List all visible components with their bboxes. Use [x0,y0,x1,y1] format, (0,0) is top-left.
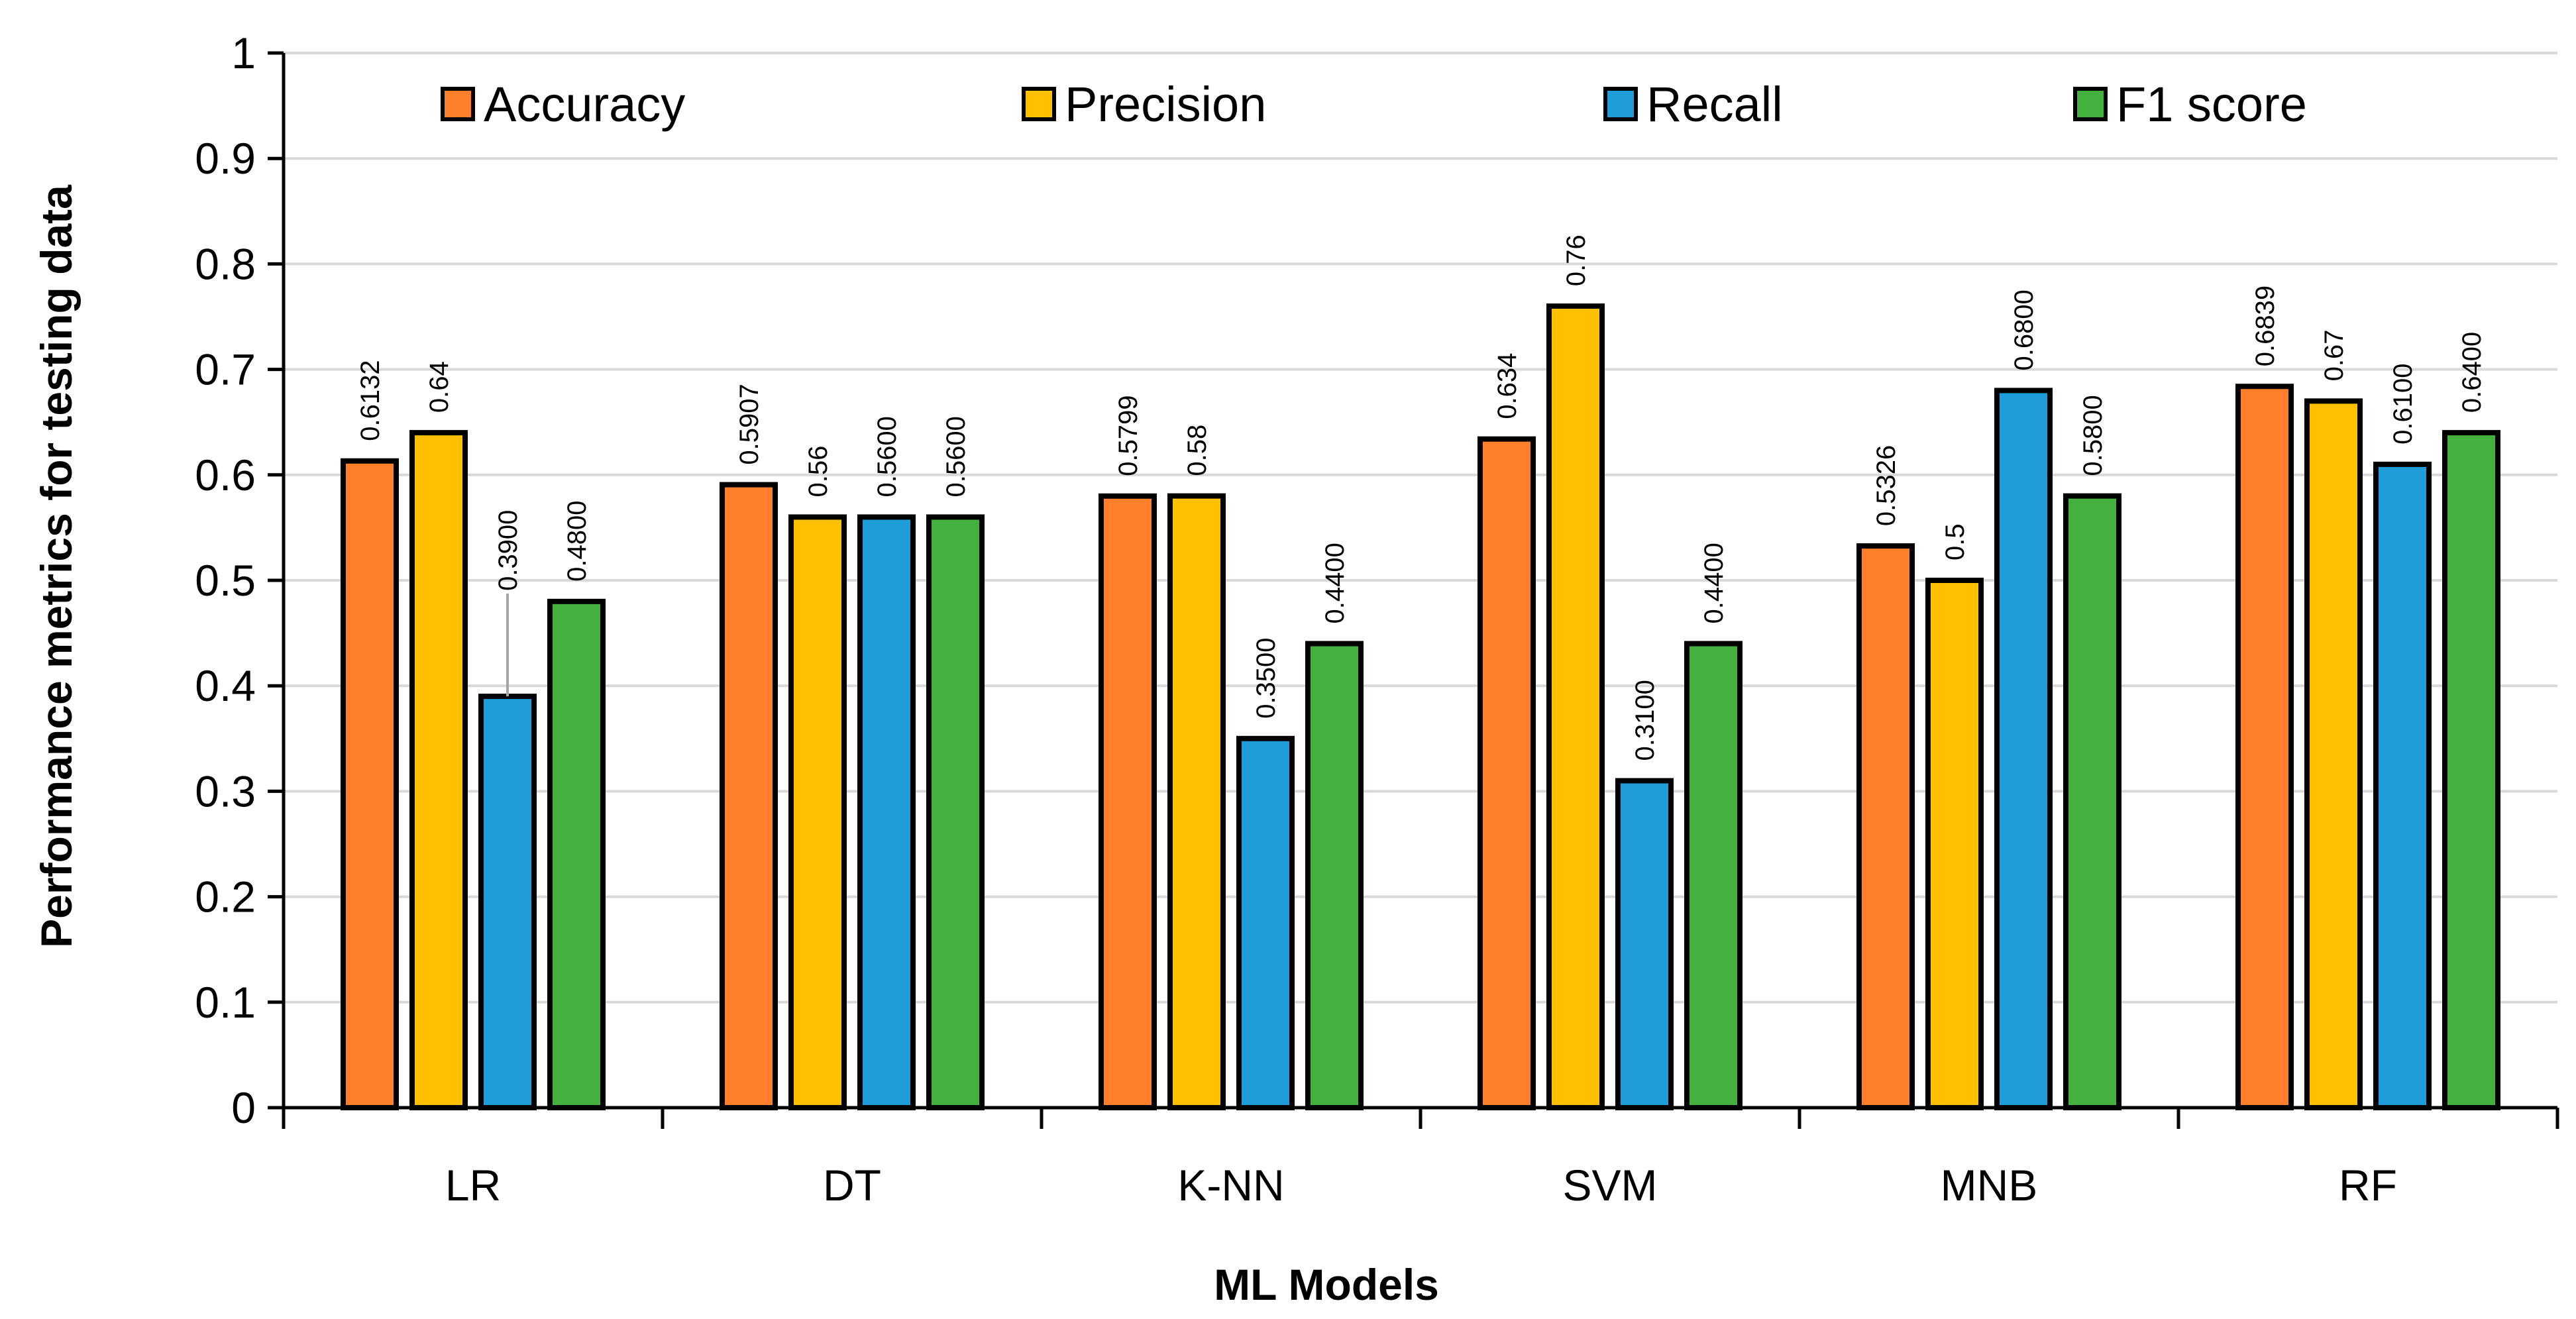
bar [2235,384,2294,1110]
x-tick-label: RF [2339,1161,2397,1210]
data-label: 0.5907 [735,384,764,464]
data-label: 0.6100 [2388,364,2418,445]
legend-label: Precision [1065,77,1266,132]
bar [1925,578,1984,1110]
bar [478,694,537,1110]
data-label: 0.6800 [2010,290,2039,370]
bar [1236,735,1295,1111]
bar [547,598,606,1110]
data-label: 0.58 [1183,425,1212,476]
y-tick-label: 0.8 [195,239,256,288]
bar [720,482,778,1110]
data-label: 0.634 [1493,353,1522,419]
bar [1477,436,1536,1110]
x-tick-label: MNB [1941,1161,2038,1210]
bar [1546,303,1605,1111]
y-tick-label: 0.6 [195,450,256,500]
y-tick-label: 0 [231,1083,256,1132]
bar [2373,461,2432,1110]
x-tick-label: SVM [1562,1161,1657,1210]
data-label: 0.3900 [494,510,523,591]
data-label: 0.4400 [1699,543,1729,623]
data-label: 0.3500 [1252,637,1281,718]
y-tick-label: 0.2 [195,872,256,922]
y-tick-label: 0.4 [195,661,256,710]
bar [341,458,399,1110]
legend-swatch [1022,87,1056,121]
legend-swatch [441,87,475,121]
bar [2442,430,2500,1110]
data-label: 0.5800 [2078,395,2108,476]
x-tick-label: DT [823,1161,881,1210]
data-label: 0.4400 [1320,543,1350,623]
legend-swatch [2073,87,2108,121]
gridlines [284,52,2557,1004]
data-label: 0.5799 [1114,395,1143,476]
data-label: 0.64 [425,361,454,413]
data-label: 0.5 [1941,523,1970,560]
y-axis-title: Performance metrics for testing data [32,184,81,948]
data-label: 0.76 [1562,235,1591,286]
y-tick-label: 1 [231,28,256,78]
bar [1305,641,1364,1110]
bar [1856,543,1915,1110]
legend-swatch [1603,87,1638,121]
bar [788,514,847,1110]
x-tick-label: LR [445,1161,501,1210]
legend-label: Accuracy [484,77,685,132]
bar [1167,493,1226,1110]
data-label: 0.67 [2320,330,2349,382]
bar [2063,493,2121,1110]
data-label: 0.3100 [1631,680,1660,761]
bar [1099,493,1157,1110]
data-label: 0.56 [804,446,833,498]
x-axis-title: ML Models [1214,1260,1439,1309]
bar [2304,398,2363,1110]
x-tick-label: K-NN [1177,1161,1284,1210]
bar [926,514,985,1110]
y-tick-label: 0.7 [195,345,256,394]
legend: Accuracy Precision Recall F1 score [441,77,2307,132]
legend-label: F1 score [2116,77,2307,132]
data-label: 0.5326 [1872,445,1901,526]
data-label: 0.6132 [356,360,385,441]
data-label: 0.6400 [2457,332,2487,413]
bar [1994,388,2053,1111]
axes: 0 0.1 0.2 0.3 0.4 0.5 0.6 0.7 0.8 0.9 1 LR DT K-NN SVM… [195,28,2559,1210]
data-label: 0.4800 [563,500,592,581]
bar [1615,778,1674,1110]
bar [1684,641,1743,1110]
y-tick-label: 0.9 [195,134,256,183]
data-label: 0.6839 [2251,286,2280,366]
data-label: 0.5600 [941,416,971,497]
data-label: 0.5600 [873,416,902,497]
y-tick-label: 0.3 [195,766,256,816]
bar [409,430,468,1110]
y-tick-label: 0.1 [195,978,256,1027]
bar [857,514,916,1110]
data-labels: 0.6132 0.64 0.3900 0.4800 0.5907 0.56 0.5600 0.… [356,235,2487,761]
legend-label: Recall [1646,77,1783,132]
y-tick-label: 0.5 [195,556,256,605]
bars [341,303,2500,1111]
